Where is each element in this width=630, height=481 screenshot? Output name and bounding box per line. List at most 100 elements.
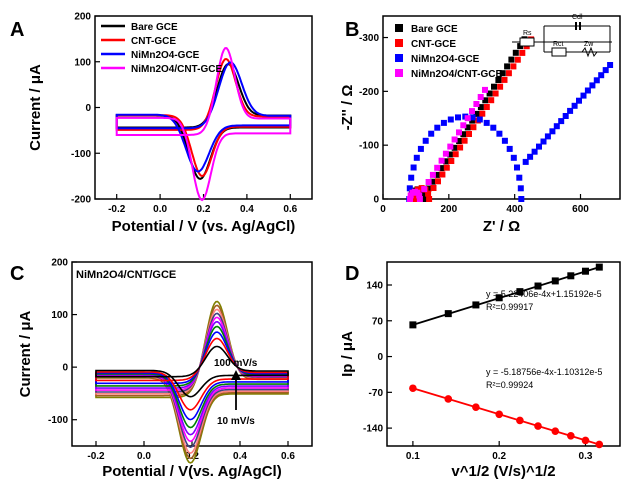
data-point bbox=[495, 294, 503, 302]
x-axis-label: Potential / V (vs. Ag/AgCl) bbox=[112, 218, 296, 235]
nyquist-point bbox=[497, 83, 504, 90]
y-axis-label: Current / μA bbox=[27, 64, 44, 151]
y-tick-label: 100 bbox=[51, 310, 68, 321]
nyquist-point bbox=[576, 97, 582, 104]
circuit-label: Zw bbox=[584, 41, 594, 48]
y-axis-label: -Z'' / Ω bbox=[339, 85, 356, 131]
x-tick-label: 200 bbox=[440, 204, 457, 215]
legend-label: CNT-GCE bbox=[131, 36, 176, 47]
data-point bbox=[551, 277, 559, 285]
nyquist-point bbox=[447, 116, 454, 123]
x-tick-label: 0.0 bbox=[137, 451, 151, 462]
legend-marker bbox=[395, 54, 403, 62]
x-tick-label: 0.4 bbox=[233, 451, 247, 462]
nyquist-point bbox=[491, 83, 497, 90]
x-tick-label: -0.2 bbox=[87, 451, 105, 462]
nyquist-point bbox=[516, 174, 523, 181]
nyquist-point bbox=[501, 137, 508, 144]
nyquist-point bbox=[440, 119, 447, 126]
equivalent-circuit: Rs Cdl Rct Zw bbox=[512, 14, 612, 58]
cv-curve bbox=[95, 331, 289, 421]
nyquist-point bbox=[407, 196, 413, 202]
trend-arrow-head bbox=[231, 370, 241, 380]
nyquist-point bbox=[584, 87, 591, 94]
panel-letter: D bbox=[345, 263, 359, 285]
panel-letter: B bbox=[345, 19, 359, 41]
nyquist-point bbox=[499, 70, 506, 77]
nyquist-point bbox=[448, 158, 455, 164]
nyquist-point bbox=[567, 107, 574, 114]
x-tick-label: 0 bbox=[380, 204, 386, 215]
x-tick-label: -0.2 bbox=[108, 204, 126, 215]
legend-label: NiMn2O4-GCE bbox=[131, 50, 200, 61]
nyquist-point bbox=[460, 122, 467, 129]
nyquist-point bbox=[406, 185, 413, 192]
data-point bbox=[567, 272, 575, 280]
nyquist-point bbox=[428, 130, 435, 137]
cv-curve bbox=[115, 63, 292, 180]
circuit-label: Rs bbox=[523, 30, 532, 37]
nyquist-point bbox=[452, 151, 459, 158]
y-tick-label: 0 bbox=[373, 195, 379, 206]
nyquist-point bbox=[443, 158, 449, 165]
nyquist-point bbox=[434, 171, 441, 178]
nyquist-point bbox=[505, 70, 512, 77]
y-tick-label: -70 bbox=[369, 388, 384, 399]
nyquist-point bbox=[479, 110, 486, 117]
data-point bbox=[409, 321, 417, 329]
cv-curve bbox=[115, 47, 292, 202]
nyquist-point bbox=[483, 119, 490, 126]
circuit-label: Cdl bbox=[572, 14, 583, 21]
data-point bbox=[551, 427, 560, 435]
y-tick-label: 200 bbox=[51, 258, 68, 269]
x-tick-label: 0.6 bbox=[283, 204, 297, 215]
y-tick-label: -100 bbox=[48, 415, 68, 426]
nyquist-point bbox=[425, 190, 432, 197]
y-tick-label: 100 bbox=[74, 57, 91, 68]
nyquist-point bbox=[447, 143, 454, 150]
nyquist-point bbox=[589, 82, 596, 89]
x-tick-label: 0.4 bbox=[240, 204, 254, 215]
nyquist-point bbox=[415, 186, 421, 193]
inset-label: NiMn2O4/CNT/GCE bbox=[76, 269, 176, 281]
cv-curve bbox=[95, 325, 289, 429]
warburg-element bbox=[581, 46, 598, 58]
y-tick-label: 0 bbox=[62, 363, 68, 374]
nyquist-point bbox=[443, 164, 450, 171]
y-tick-label: -140 bbox=[363, 424, 383, 435]
nyquist-point bbox=[483, 104, 490, 110]
fit-equation: y = 5.22406e-4x+1.15192e-5 bbox=[486, 289, 602, 299]
nyquist-point bbox=[488, 97, 495, 104]
nyquist-point bbox=[514, 56, 521, 63]
legend-marker bbox=[395, 39, 403, 47]
nyquist-point bbox=[416, 196, 423, 202]
legend-label: NiMn2O4-GCE bbox=[411, 54, 480, 65]
nyquist-point bbox=[580, 92, 587, 99]
data-point bbox=[516, 288, 524, 296]
legend-label: NiMn2O4/CNT-GCE bbox=[411, 69, 502, 80]
nyquist-point bbox=[476, 116, 483, 123]
nyquist-point bbox=[477, 104, 484, 111]
nyquist-point bbox=[421, 196, 428, 202]
data-point bbox=[595, 263, 603, 271]
panel-a: -0.2 0.0 0.2 0.4 0.6 -200 -100 0 100 200 A Bare GCE… bbox=[10, 12, 313, 235]
nyquist-point bbox=[456, 129, 462, 136]
nyquist-point bbox=[422, 137, 429, 144]
data-point bbox=[444, 395, 453, 403]
data-point bbox=[567, 431, 575, 440]
nyquist-point bbox=[469, 114, 476, 121]
nyquist-point bbox=[408, 174, 415, 181]
panel-d: 0.1 0.2 0.3 -140 -70 0 70 140 Dy = 5.22406e-4x+1… bbox=[339, 261, 621, 480]
x-tick-label: 0.2 bbox=[197, 204, 211, 215]
data-point bbox=[444, 310, 452, 318]
y-tick-label: 0 bbox=[85, 103, 91, 114]
nyquist-point bbox=[490, 124, 497, 131]
nyquist-point bbox=[540, 138, 547, 145]
nyquist-point bbox=[598, 72, 605, 79]
data-point bbox=[581, 267, 589, 275]
nyquist-point bbox=[442, 150, 449, 157]
nyquist-point bbox=[438, 157, 445, 164]
